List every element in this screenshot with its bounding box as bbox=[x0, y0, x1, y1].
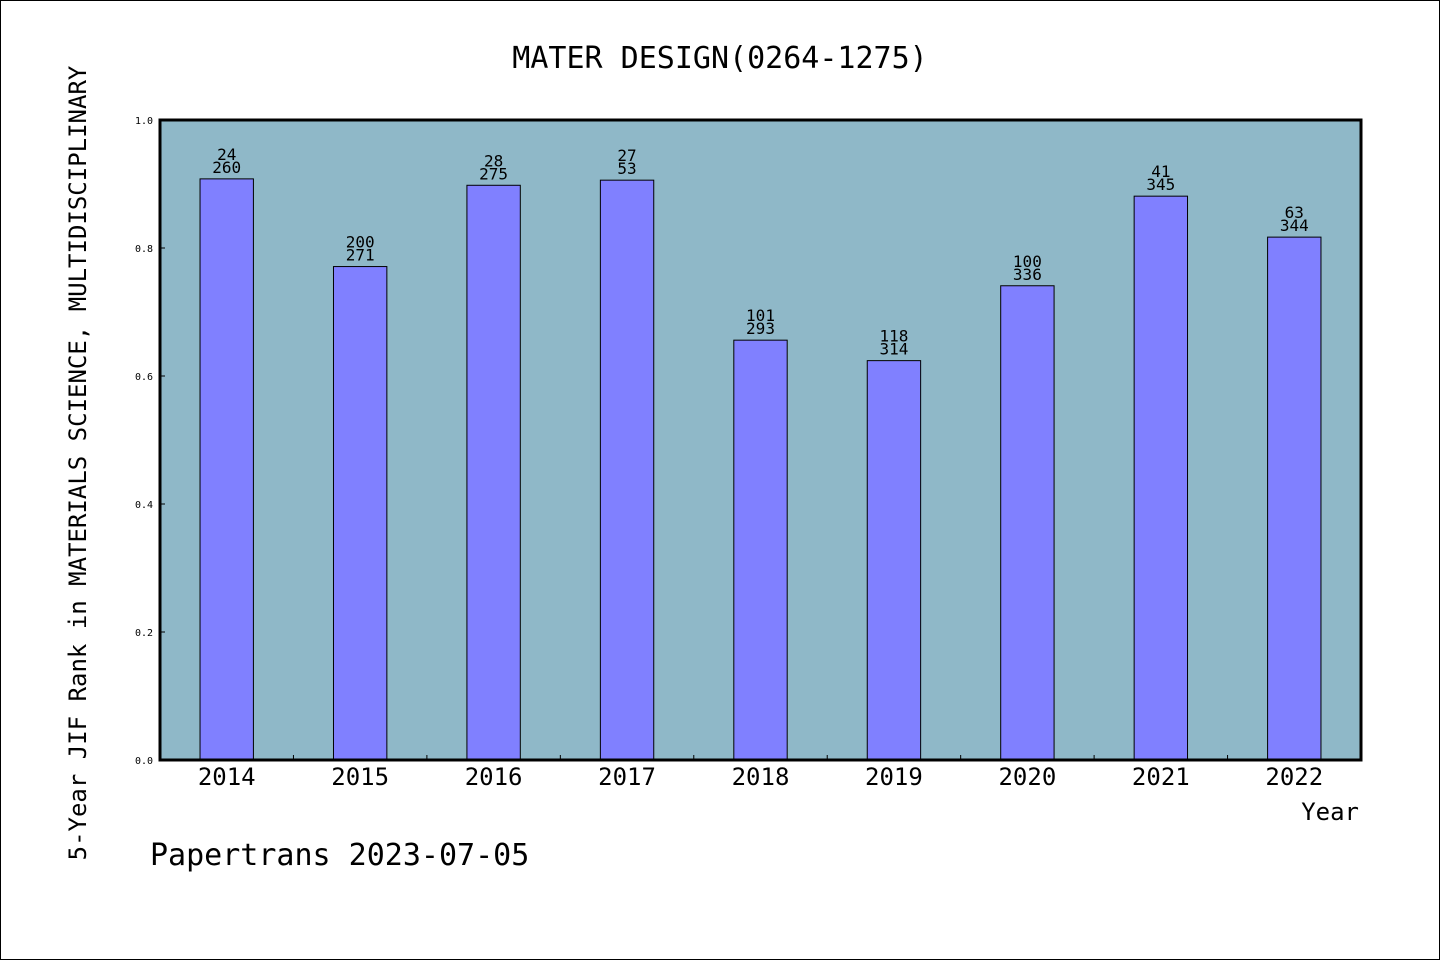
bar-2021 bbox=[1133, 195, 1189, 761]
bar-label-top-2018: 101 bbox=[746, 306, 775, 325]
bar-label-top-2022: 63 bbox=[1285, 203, 1304, 222]
bar-label-top-2021: 41 bbox=[1151, 162, 1170, 181]
bar-label-top-2020: 100 bbox=[1013, 252, 1042, 271]
y-tick-label: 0.6 bbox=[135, 372, 153, 383]
bar-label-top-2017: 27 bbox=[617, 146, 636, 165]
bar-label-bottom-2020: 336 bbox=[1013, 265, 1042, 284]
y-tick-label: 0.4 bbox=[135, 500, 153, 511]
x-tick-label-2020: 2020 bbox=[998, 763, 1056, 791]
x-tick-label-2017: 2017 bbox=[598, 763, 656, 791]
x-tick-label-2015: 2015 bbox=[331, 763, 389, 791]
y-axis-label: 5-Year JIF Rank in MATERIALS SCIENCE, MU… bbox=[64, 65, 92, 860]
bar-label-top-2015: 200 bbox=[346, 233, 375, 252]
bar-label-bottom-2014: 260 bbox=[212, 158, 241, 177]
bar-2016 bbox=[466, 184, 521, 761]
x-tick-label-2016: 2016 bbox=[465, 763, 523, 791]
chart-title: MATER DESIGN(0264-1275) bbox=[512, 41, 927, 76]
x-tick-label-2019: 2019 bbox=[865, 763, 923, 791]
y-axis-ticks: 0.0 0.2 0.4 0.6 0.8 1.0 bbox=[135, 116, 165, 767]
bar-label-bottom-2016: 275 bbox=[479, 164, 508, 183]
bar-label-top-2019: 118 bbox=[879, 327, 908, 346]
x-axis-label: Year bbox=[1301, 798, 1359, 826]
footer-watermark: Papertrans 2023-07-05 bbox=[150, 838, 529, 873]
bar-label-bottom-2021: 345 bbox=[1146, 175, 1175, 194]
bar-label-top-2014: 24 bbox=[217, 145, 236, 164]
bar-2015 bbox=[332, 266, 388, 761]
bar-label-bottom-2022: 344 bbox=[1280, 216, 1309, 235]
x-tick-label-2022: 2022 bbox=[1265, 763, 1323, 791]
bar-2018 bbox=[733, 339, 788, 761]
x-axis-ticks: 2014 2015 2016 2017 2018 2019 2020 2021 2022 bbox=[198, 755, 1323, 791]
bar-label-bottom-2017: 53 bbox=[617, 159, 636, 178]
bar-2022 bbox=[1267, 236, 1322, 761]
bar-2017 bbox=[599, 179, 655, 761]
bar-2014 bbox=[199, 178, 254, 761]
plot-border bbox=[158, 118, 1363, 762]
bar-label-bottom-2015: 271 bbox=[346, 246, 375, 265]
x-tick-label-2018: 2018 bbox=[732, 763, 790, 791]
bar-2019 bbox=[866, 360, 922, 761]
bar-label-bottom-2018: 293 bbox=[746, 319, 775, 338]
y-tick-label: 0.2 bbox=[135, 628, 153, 639]
x-tick-label-2021: 2021 bbox=[1132, 763, 1190, 791]
bar-2020 bbox=[1000, 285, 1055, 761]
x-tick-label-2014: 2014 bbox=[198, 763, 256, 791]
y-tick-label: 0.0 bbox=[135, 756, 153, 767]
bar-label-top-2016: 28 bbox=[484, 151, 503, 170]
y-tick-label: 0.8 bbox=[135, 244, 153, 255]
bar-label-bottom-2019: 314 bbox=[879, 340, 908, 359]
y-tick-label: 1.0 bbox=[135, 116, 153, 127]
